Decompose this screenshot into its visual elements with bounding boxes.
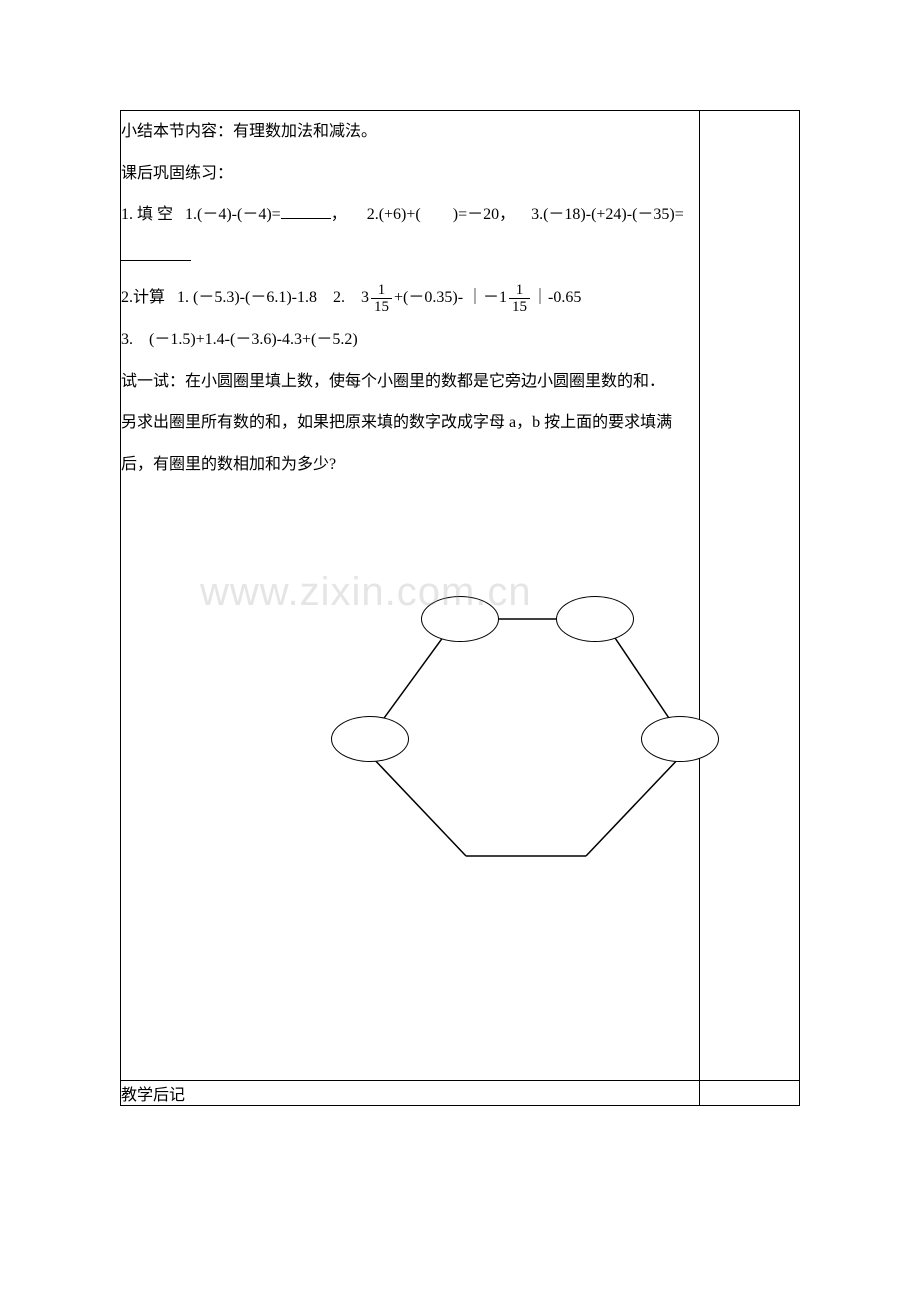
blank-2: [121, 260, 191, 261]
tryit-line2: 另求出圈里所有数的和，如果把原来填的数字改成字母 a，b 按上面的要求填满后，有…: [121, 402, 699, 485]
frac1-num: 1: [371, 282, 392, 300]
fill-blank-line1: 1. 填 空 1.(－4)-(－4)= ， 2.(+6)+( )=－20， 3.(…: [121, 194, 699, 277]
fraction-1: 115: [371, 282, 392, 316]
calc-item3: 3. (－1.5)+1.4-(－3.6)-4.3+(－5.2): [121, 319, 699, 361]
fill-blank-item3a: 3.(－18)-(+24)-(－35)=: [531, 206, 684, 223]
fraction-2: 115: [509, 282, 530, 316]
frac1-den: 15: [371, 299, 392, 316]
frac2-num: 1: [509, 282, 530, 300]
fill-blank-item2: 2.(+6)+( )=－20，: [367, 206, 515, 223]
page: www.zixin.com.cn 小结本节内容：有理数加法和减法。 课后巩固练习…: [0, 0, 920, 1300]
hex-bot-left-diag: [371, 756, 466, 856]
footer-label: 教学后记: [121, 1087, 185, 1104]
main-content-cell: 小结本节内容：有理数加法和减法。 课后巩固练习： 1. 填 空 1.(－4)-(…: [121, 111, 700, 1081]
fill-blank-prefix: 1. 填 空: [121, 206, 173, 223]
right-empty-cell-2: [700, 1081, 800, 1106]
calc-prefix: 2.计算: [121, 289, 165, 306]
hex-bot-right-diag: [586, 756, 681, 856]
fill-blank-item1a: 1.(－4)-(－4)=: [185, 206, 281, 223]
blank-1: [281, 218, 331, 219]
calc-line: 2.计算 1. (－5.3)-(－6.1)-1.8 2. 3115+(－0.35…: [121, 277, 699, 319]
hexagon-diagram: [331, 596, 691, 876]
calc-item1: 1. (－5.3)-(－6.1)-1.8: [177, 289, 317, 306]
footer-cell: 教学后记: [121, 1081, 700, 1106]
tryit-line1: 试一试：在小圆圈里填上数，使每个小圈里的数都是它旁边小圆圈里数的和．: [121, 361, 699, 403]
calc-item2a: 2. 3: [333, 289, 369, 306]
circle-top-left: [421, 596, 499, 642]
after-class-heading: 课后巩固练习：: [121, 153, 699, 195]
content-table: 小结本节内容：有理数加法和减法。 课后巩固练习： 1. 填 空 1.(－4)-(…: [120, 110, 800, 1106]
calc-item2c: ｜-0.65: [532, 289, 581, 306]
circle-top-right: [556, 596, 634, 642]
frac2-den: 15: [509, 299, 530, 316]
summary-line: 小结本节内容：有理数加法和减法。: [121, 111, 699, 153]
calc-item2b: +(－0.35)- ｜－1: [394, 289, 507, 306]
circle-mid-left: [331, 716, 409, 762]
fill-blank-item1b: ，: [331, 206, 347, 223]
circle-mid-right: [641, 716, 719, 762]
